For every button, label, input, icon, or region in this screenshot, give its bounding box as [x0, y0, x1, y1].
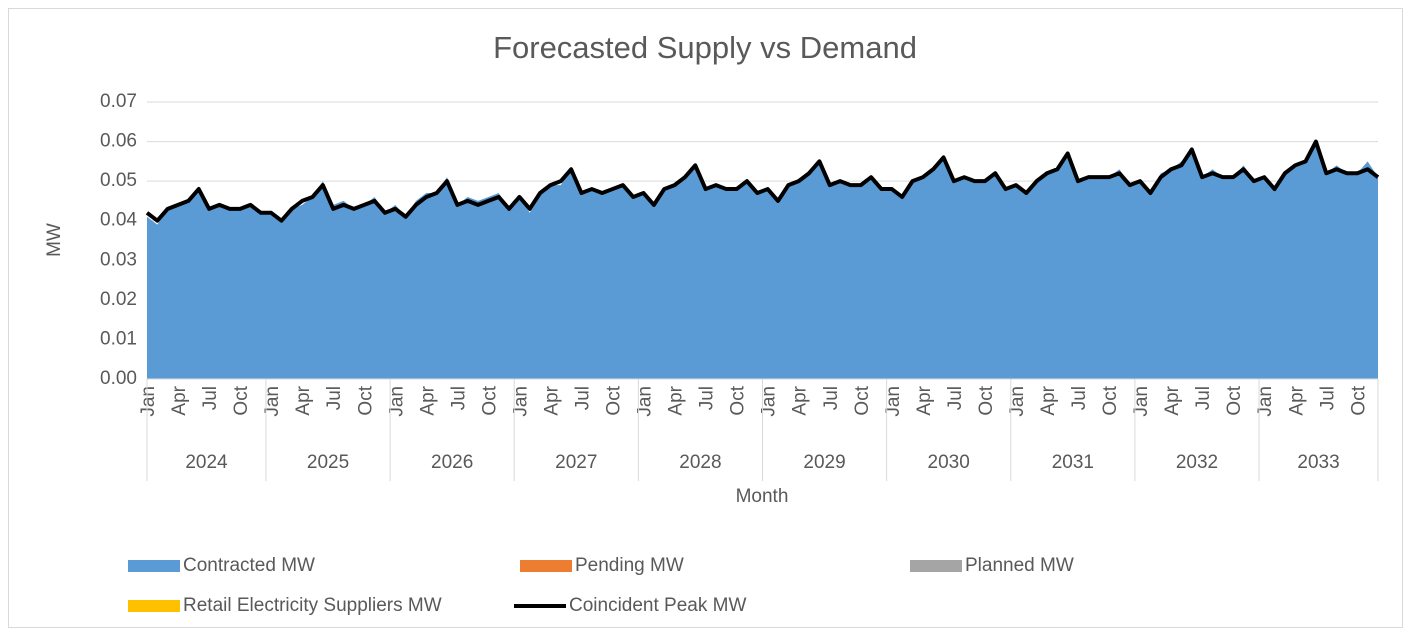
x-tick-label: Apr — [169, 385, 190, 415]
x-tick-label: Jan — [883, 386, 904, 417]
legend-marker — [128, 560, 180, 572]
x-group-label: 2027 — [555, 452, 597, 473]
x-tick-label: Oct — [852, 385, 873, 415]
x-tick-label: Apr — [1038, 385, 1059, 415]
x-tick-label: Jul — [324, 386, 345, 410]
legend-label: Planned MW — [965, 555, 1074, 576]
x-tick-label: Oct — [728, 385, 749, 415]
x-tick-label: Jan — [386, 386, 407, 417]
x-tick-label: Apr — [790, 385, 811, 415]
chart-title: Forecasted Supply vs Demand — [493, 30, 917, 65]
x-tick-label: Apr — [666, 385, 687, 415]
x-tick-label: Jul — [448, 386, 469, 410]
x-tick-label: Oct — [604, 385, 625, 415]
x-tick-label: Jan — [262, 386, 283, 417]
x-tick-label: Oct — [976, 385, 997, 415]
x-group-label: 2025 — [307, 452, 349, 473]
y-tick-label: 0.03 — [100, 249, 137, 270]
x-tick-label: Jan — [1131, 386, 1152, 417]
y-tick-label: 0.06 — [100, 131, 137, 152]
x-tick-label: Oct — [1348, 385, 1369, 415]
legend-label: Retail Electricity Suppliers MW — [183, 595, 442, 616]
legend-label: Pending MW — [575, 555, 684, 576]
x-axis-title: Month — [736, 486, 789, 507]
x-tick-label: Jul — [1193, 386, 1214, 410]
y-tick-label: 0.04 — [100, 210, 137, 231]
x-tick-label: Oct — [355, 385, 376, 415]
x-group-label: 2029 — [803, 452, 845, 473]
x-tick-label: Apr — [417, 385, 438, 415]
x-tick-label: Apr — [1286, 385, 1307, 415]
x-tick-label: Jan — [635, 386, 656, 417]
line — [145, 139, 1380, 223]
x-tick-label: Jul — [697, 386, 718, 410]
x-tick-label: Jul — [821, 386, 842, 410]
x-group-label: 2028 — [679, 452, 721, 473]
x-group-label: 2026 — [431, 452, 473, 473]
y-tick-label: 0.01 — [100, 328, 137, 349]
x-tick-label: Oct — [231, 385, 252, 415]
x-tick-label: Jan — [759, 386, 780, 417]
y-axis-title: MW — [44, 223, 65, 257]
x-tick-label: Apr — [1162, 385, 1183, 415]
y-tick-label: 0.02 — [100, 289, 137, 310]
x-tick-label: Apr — [541, 385, 562, 415]
x-group-label: 2032 — [1176, 452, 1218, 473]
legend-label: Contracted MW — [183, 555, 315, 576]
x-tick-label: Oct — [1224, 385, 1245, 415]
x-group-label: 2031 — [1052, 452, 1094, 473]
x-group-label: 2030 — [928, 452, 970, 473]
x-tick-label: Jan — [138, 386, 159, 417]
legend-marker — [128, 600, 180, 612]
y-tick-label: 0.00 — [100, 368, 137, 389]
x-tick-label: Oct — [479, 385, 500, 415]
x-tick-label: Jul — [200, 386, 221, 410]
x-group-label: 2024 — [185, 452, 228, 473]
x-tick-label: Jul — [945, 386, 966, 410]
x-tick-label: Jan — [1255, 386, 1276, 417]
legend-marker — [520, 560, 572, 572]
x-tick-label: Apr — [293, 385, 314, 415]
x-tick-label: Jul — [1069, 386, 1090, 410]
x-tick-label: Apr — [914, 385, 935, 415]
legend-marker — [910, 560, 962, 572]
x-tick-label: Jul — [1317, 386, 1338, 410]
y-tick-label: 0.05 — [100, 170, 137, 191]
legend-label: Coincident Peak MW — [569, 595, 746, 616]
x-group-label: 2033 — [1297, 452, 1339, 473]
x-tick-label: Jul — [572, 386, 593, 410]
x-tick-label: Jan — [1007, 386, 1028, 417]
x-tick-label: Oct — [1100, 385, 1121, 415]
y-tick-label: 0.07 — [100, 91, 137, 112]
x-tick-label: Jan — [510, 386, 531, 417]
